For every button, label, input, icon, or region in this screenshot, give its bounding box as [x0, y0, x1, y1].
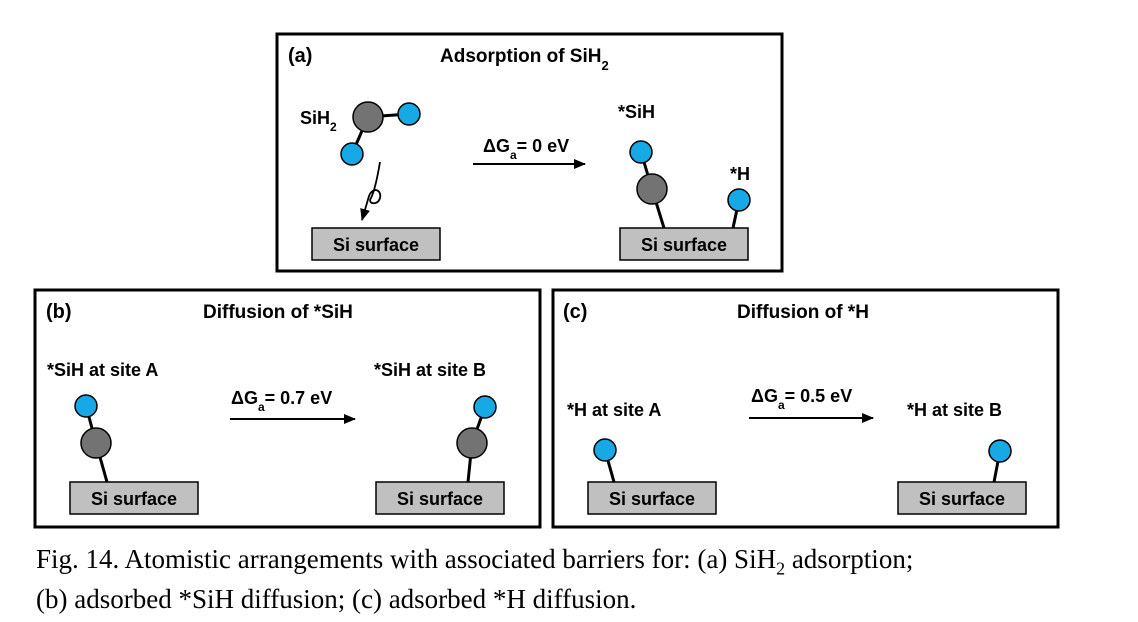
panel-c: (c) Diffusion of *H *H at site A Si surf…	[551, 288, 1060, 529]
panel-b-frame	[33, 288, 542, 529]
panel-a-tag: (a)	[288, 45, 312, 67]
si-surface-block	[619, 227, 749, 261]
panel-b-title: Diffusion of *SiH	[203, 302, 353, 323]
sih-adsorbate-label: *SiH	[618, 102, 655, 122]
si-surface-label: Si surface	[641, 235, 727, 255]
sih2-label: SiH2	[300, 108, 337, 134]
barrier-label: ΔGa= 0 eV	[483, 136, 569, 162]
hydrogen-atom	[473, 395, 497, 419]
si-surface-label: Si surface	[397, 489, 483, 509]
site-b-label: *SiH at site B	[374, 360, 486, 380]
figure-caption: Fig. 14. Atomistic arrangements with ass…	[36, 544, 1126, 615]
panel-a: (a) Adsorption of SiH2 SiH2 Si surface Δ…	[275, 32, 784, 273]
panel-a-title: Adsorption of SiH2	[440, 46, 609, 73]
hydrogen-atom	[340, 142, 364, 166]
silicon-atom	[456, 427, 488, 459]
approach-arrow	[360, 161, 382, 221]
h-adsorbate-label: *H	[730, 164, 750, 184]
si-surface-label: Si surface	[91, 489, 177, 509]
hydrogen-atom	[988, 439, 1012, 463]
hydrogen-atom	[74, 394, 98, 418]
site-b-label: *H at site B	[907, 400, 1002, 420]
si-surface-block	[375, 481, 505, 515]
silicon-atom	[636, 173, 668, 205]
panel-a-frame	[275, 32, 784, 273]
panel-c-title: Diffusion of *H	[737, 302, 869, 323]
panel-b-tag: (b)	[46, 301, 72, 323]
site-a-label: *SiH at site A	[47, 360, 158, 380]
si-surface-block	[69, 481, 199, 515]
si-surface-label: Si surface	[333, 235, 419, 255]
panel-b: (b) Diffusion of *SiH *SiH at site A Si …	[33, 288, 542, 529]
silicon-atom	[80, 427, 112, 459]
panel-c-tag: (c)	[563, 301, 587, 323]
si-surface-label: Si surface	[919, 489, 1005, 509]
si-surface-block	[311, 227, 441, 261]
site-a-label: *H at site A	[567, 400, 661, 420]
barrier-label: ΔGa= 0.7 eV	[231, 388, 332, 414]
hydrogen-atom	[397, 102, 421, 126]
figure-diagram: (a) Adsorption of SiH2 SiH2 Si surface Δ…	[33, 32, 1060, 529]
hydrogen-atom	[629, 140, 653, 164]
hydrogen-atom	[593, 438, 617, 462]
silicon-atom	[352, 101, 384, 133]
caption-line-2: (b) adsorbed *SiH diffusion; (c) adsorbe…	[36, 584, 637, 615]
si-surface-block	[897, 481, 1027, 515]
caption-line-1: Fig. 14. Atomistic arrangements with ass…	[36, 544, 914, 579]
si-surface-block	[587, 481, 717, 515]
hydrogen-atom	[727, 188, 751, 212]
barrier-label: ΔGa= 0.5 eV	[751, 386, 852, 412]
si-surface-label: Si surface	[609, 489, 695, 509]
panel-c-frame	[551, 288, 1060, 529]
